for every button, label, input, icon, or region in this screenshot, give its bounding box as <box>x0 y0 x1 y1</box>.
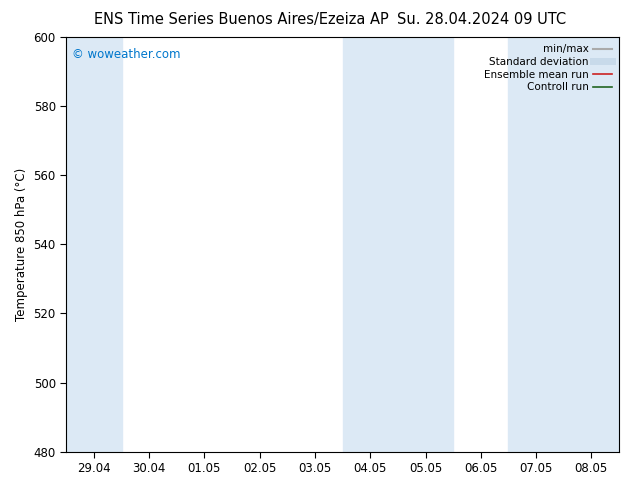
Legend: min/max, Standard deviation, Ensemble mean run, Controll run: min/max, Standard deviation, Ensemble me… <box>482 42 614 95</box>
Bar <box>508 37 619 452</box>
Y-axis label: Temperature 850 hPa (°C): Temperature 850 hPa (°C) <box>15 168 28 321</box>
Bar <box>66 37 122 452</box>
Text: ENS Time Series Buenos Aires/Ezeiza AP: ENS Time Series Buenos Aires/Ezeiza AP <box>94 12 388 27</box>
Bar <box>342 37 453 452</box>
Text: © woweather.com: © woweather.com <box>72 48 180 60</box>
Text: Su. 28.04.2024 09 UTC: Su. 28.04.2024 09 UTC <box>398 12 566 27</box>
